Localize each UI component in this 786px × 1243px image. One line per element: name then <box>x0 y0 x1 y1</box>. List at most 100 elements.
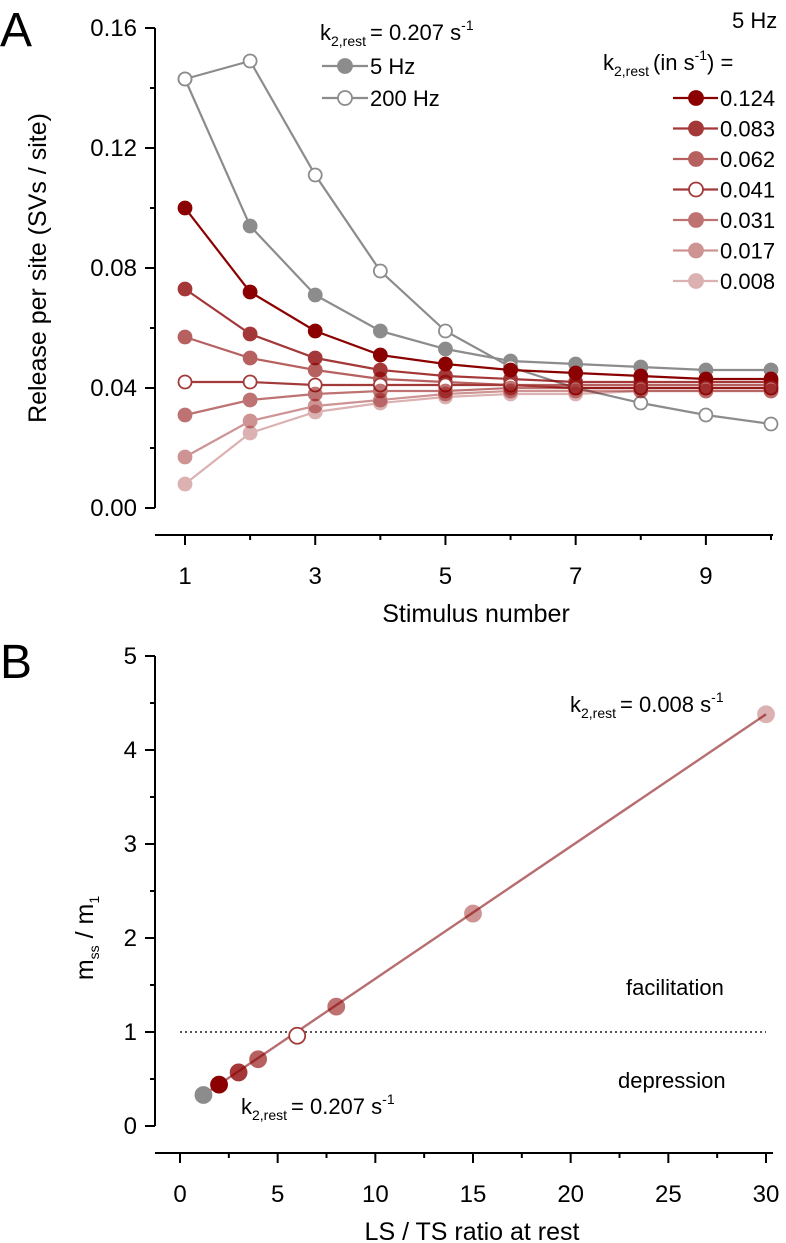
data-point-7-1 <box>242 413 258 429</box>
data-point-7-0 <box>177 449 193 465</box>
data-point-6-1 <box>242 392 258 408</box>
x-axis-label-b: LS / TS ratio at rest <box>365 1218 580 1243</box>
legend-red-label-5: 0.017 <box>720 239 775 264</box>
legend-red-label-1: 0.083 <box>720 117 775 142</box>
data-point-7-5 <box>503 383 518 399</box>
legend-red-dot-0 <box>688 90 704 106</box>
series-200-hz <box>177 53 779 432</box>
annotation-bottom-k: k2,rest = 0.207 s-1 <box>241 1091 395 1123</box>
data-point-8-7 <box>633 383 649 399</box>
x-axis-label-a: Stimulus number <box>382 600 570 628</box>
data-point-3-0 <box>177 281 193 297</box>
series-line-0 <box>183 78 771 372</box>
y-tick-label-a-3: 0.12 <box>90 135 137 162</box>
data-point-1-3 <box>372 263 388 279</box>
point-group-3 <box>249 1050 268 1069</box>
data-point-4-2 <box>307 362 323 378</box>
data-point-1-4 <box>438 323 453 339</box>
data-point-8-1 <box>242 425 258 441</box>
scatter-point-4 <box>288 1026 307 1045</box>
legend-a-k-unit: k2,rest (in s-1) = <box>603 47 733 79</box>
legend-red-label-6: 0.008 <box>720 269 775 294</box>
x-tick-label-b-1: 5 <box>271 1181 284 1208</box>
y-tick-label-b-1: 1 <box>124 1019 137 1046</box>
legend-red-label-0: 0.124 <box>720 86 775 111</box>
legend-red-marker-2 <box>673 151 718 167</box>
legend-gray-dot-0 <box>337 58 353 74</box>
legend-red-marker-1 <box>673 120 718 137</box>
y-axis-label-a: Release per site (SVs / site) <box>24 113 52 423</box>
legend-red-dot-3 <box>688 181 704 198</box>
data-point-8-9 <box>763 383 779 399</box>
legend-red-marker-3 <box>673 181 718 198</box>
data-point-2-4 <box>438 356 453 372</box>
y-tick-label-b-5: 5 <box>124 643 137 670</box>
x-tick-label-a-1: 3 <box>309 563 322 590</box>
x-tick-label-a-3: 7 <box>569 563 582 590</box>
data-point-6-9 <box>763 380 779 396</box>
data-point-6-0 <box>177 407 193 423</box>
data-point-2-1 <box>242 284 258 300</box>
legend-red-dot-1 <box>688 120 704 137</box>
legend-red-dot-2 <box>688 151 704 167</box>
panel-a-label: A <box>0 4 32 57</box>
data-point-1-9 <box>763 416 779 432</box>
data-point-6-6 <box>568 380 584 396</box>
data-point-3-2 <box>307 350 323 366</box>
point-group-7 <box>757 705 775 724</box>
series-line-1 <box>184 59 772 426</box>
scatter-point-0 <box>194 1086 213 1104</box>
data-point-6-8 <box>698 380 714 396</box>
legend-gray-label-0: 5 Hz <box>370 54 415 79</box>
legend-a-freq: 5 Hz <box>732 8 777 33</box>
annotation-top-k: k2,rest = 0.008 s-1 <box>570 689 724 721</box>
data-point-8-5 <box>503 386 518 402</box>
data-point-1-8 <box>698 407 714 423</box>
scatter-point-1 <box>210 1075 228 1094</box>
series-0-031 <box>177 380 779 423</box>
legend-red-marker-6 <box>673 273 718 289</box>
x-tick-label-b-6: 30 <box>753 1181 780 1208</box>
y-tick-label-b-4: 4 <box>124 737 137 764</box>
annotation-depression: depression <box>618 1068 726 1093</box>
y-tick-label-b-2: 2 <box>124 925 137 952</box>
y-tick-label-b-0: 0 <box>124 1113 137 1140</box>
x-tick-label-b-0: 0 <box>173 1181 186 1208</box>
series-line-8 <box>184 389 771 485</box>
data-point-8-4 <box>438 389 453 405</box>
x-tick-label-a-4: 9 <box>699 563 712 590</box>
data-point-5-0 <box>177 374 193 390</box>
series-line-3 <box>184 288 771 384</box>
data-point-1-7 <box>633 395 649 411</box>
annotation-facilitation: facilitation <box>626 975 724 1000</box>
data-point-1-0 <box>177 71 193 87</box>
data-point-0-3 <box>372 323 388 339</box>
data-point-7-4 <box>438 386 453 402</box>
point-group-4 <box>288 1026 307 1045</box>
legend-gray-marker-1 <box>322 90 368 106</box>
point-group-2 <box>229 1063 248 1082</box>
data-point-0-4 <box>438 341 453 357</box>
x-tick-label-b-2: 10 <box>362 1181 389 1208</box>
data-point-4-1 <box>242 350 258 366</box>
legend-red-marker-0 <box>673 90 718 106</box>
data-point-8-6 <box>568 386 584 402</box>
x-tick-label-b-5: 25 <box>655 1181 682 1208</box>
chart-b: k2,rest = 0.008 s-1 k2,rest = 0.207 s-1 fa… <box>71 643 779 1243</box>
data-point-7-8 <box>698 383 714 399</box>
data-point-6-3 <box>372 383 388 399</box>
series-line-6 <box>184 386 771 417</box>
fit-line <box>202 713 767 1096</box>
scatter-point-2 <box>229 1063 248 1082</box>
x-tick-label-a-2: 5 <box>439 563 452 590</box>
x-tick-label-b-3: 15 <box>460 1181 487 1208</box>
y-tick-label-a-2: 0.08 <box>90 255 137 282</box>
legend-red-marker-5 <box>673 242 718 259</box>
legend-gray-dot-1 <box>337 90 353 106</box>
data-point-8-2 <box>307 404 323 420</box>
point-group-6 <box>464 904 482 923</box>
y-tick-label-a-0: 0.00 <box>90 495 137 522</box>
series-0-017 <box>177 383 779 465</box>
data-point-7-2 <box>307 398 323 414</box>
